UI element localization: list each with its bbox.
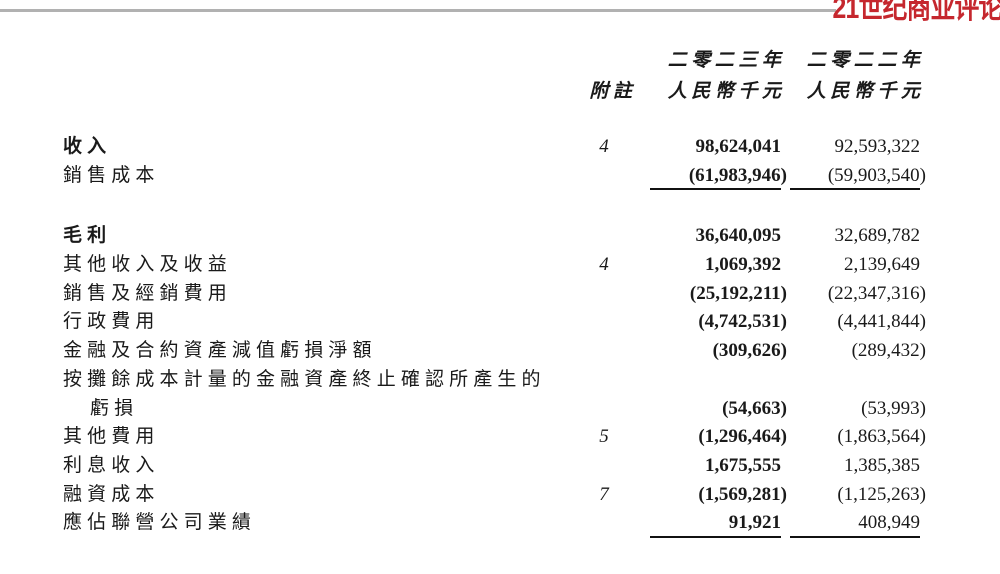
income-statement-table: 二零二三年 二零二二年 附註 人民幣千元 人民幣千元 收入 4 98,624,0… bbox=[63, 45, 926, 538]
row-label: 收入 bbox=[63, 136, 112, 157]
value-2022: (289,432) bbox=[851, 340, 926, 362]
table-row: 按攤餘成本計量的金融資產終止確認所產生的 bbox=[63, 366, 920, 395]
table-row: 利息收入 1,675,555 1,385,385 bbox=[63, 452, 920, 481]
row-note-ref: 7 bbox=[599, 483, 609, 505]
value-2022 bbox=[790, 190, 920, 222]
table-row: 融資成本 7 (1,569,281) (1,125,263) bbox=[63, 481, 926, 510]
row-note-ref bbox=[573, 509, 635, 538]
value-2022: 32,689,782 bbox=[834, 225, 921, 247]
row-label: 銷售及經銷費用 bbox=[63, 282, 232, 304]
value-2022: (59,903,540) bbox=[790, 162, 926, 191]
table-row: 其他費用 5 (1,296,464) (1,863,564) bbox=[63, 423, 926, 452]
value-2022: 2,139,649 bbox=[844, 254, 920, 276]
header-currency-2023: 人民幣千元 bbox=[667, 81, 786, 102]
value-2022: (1,125,263) bbox=[837, 483, 926, 505]
value-2023: 36,640,095 bbox=[695, 225, 782, 247]
value-2023: 91,921 bbox=[650, 509, 781, 538]
header-notes-column: 附註 bbox=[589, 81, 637, 102]
row-label: 融資成本 bbox=[63, 483, 160, 505]
row-note-ref bbox=[573, 280, 635, 309]
value-2022: (4,441,844) bbox=[837, 311, 926, 333]
table-row: 銷售及經銷費用 (25,192,211) (22,347,316) bbox=[63, 280, 926, 309]
value-2022: 1,385,385 bbox=[844, 454, 920, 476]
row-label: 毛利 bbox=[63, 225, 112, 247]
row-note-ref bbox=[573, 162, 635, 191]
table-row: 毛利 36,640,095 32,689,782 bbox=[63, 222, 920, 251]
table-row: 行政費用 (4,742,531) (4,441,844) bbox=[63, 308, 926, 337]
header-currency-2022: 人民幣千元 bbox=[806, 81, 925, 102]
table-row: 應佔聯營公司業績 91,921 408,949 bbox=[63, 509, 920, 538]
table-row: 金融及合約資產減值虧損淨額 (309,626) (289,432) bbox=[63, 337, 926, 366]
row-label: 金融及合約資產減值虧損淨額 bbox=[63, 340, 377, 362]
table-header-row-1: 二零二三年 二零二二年 bbox=[63, 45, 920, 76]
row-note-ref bbox=[573, 222, 635, 251]
table-row: 銷售成本 (61,983,946) (59,903,540) bbox=[63, 162, 926, 191]
row-label: 其他費用 bbox=[63, 426, 160, 448]
row-note-ref bbox=[573, 190, 635, 222]
header-note-spacer bbox=[573, 45, 635, 76]
value-2023: 1,675,555 bbox=[705, 454, 781, 476]
publisher-logo-text: 21世纪商业评论 bbox=[832, 0, 1000, 25]
row-label: 利息收入 bbox=[63, 454, 160, 476]
publisher-logo: 21世纪商业评论 bbox=[832, 0, 1000, 25]
row-note-ref bbox=[573, 366, 635, 395]
row-label: 銷售成本 bbox=[63, 164, 160, 186]
row-note-ref: 5 bbox=[599, 426, 609, 448]
value-2022 bbox=[790, 366, 920, 395]
table-row: 虧損 (54,663) (53,993) bbox=[63, 395, 926, 424]
row-note-ref: 4 bbox=[599, 136, 609, 157]
row-label: 行政費用 bbox=[63, 311, 160, 333]
header-year-2022: 二零二二年 bbox=[806, 50, 925, 71]
value-2022: 92,593,322 bbox=[834, 136, 921, 157]
header-year-2023: 二零二三年 bbox=[667, 50, 786, 71]
header-label-spacer bbox=[63, 76, 573, 107]
table-header-row-2: 附註 人民幣千元 人民幣千元 bbox=[63, 76, 920, 107]
header-label-spacer bbox=[63, 45, 573, 76]
row-note-ref bbox=[573, 452, 635, 481]
value-2023: (4,742,531) bbox=[698, 311, 787, 333]
header-divider-line bbox=[0, 9, 836, 12]
value-2023 bbox=[650, 366, 781, 395]
value-2023: (25,192,211) bbox=[689, 282, 787, 304]
value-2023: (1,569,281) bbox=[698, 483, 787, 505]
value-2023: (61,983,946) bbox=[650, 162, 787, 191]
row-label bbox=[63, 190, 573, 222]
row-note-ref bbox=[573, 308, 635, 337]
value-2023: 98,624,041 bbox=[695, 136, 782, 157]
table-row: 收入 4 98,624,041 92,593,322 bbox=[63, 133, 920, 162]
row-note-ref bbox=[573, 337, 635, 366]
table-body: 收入 4 98,624,041 92,593,322 銷售成本 (61,983,… bbox=[63, 133, 926, 538]
row-note-ref bbox=[573, 395, 635, 424]
row-note-ref: 4 bbox=[599, 254, 609, 276]
row-label: 按攤餘成本計量的金融資產終止確認所產生的 bbox=[63, 368, 546, 390]
value-2023: (309,626) bbox=[712, 340, 787, 362]
row-label: 應佔聯營公司業績 bbox=[63, 512, 257, 534]
value-2023: (54,663) bbox=[722, 397, 787, 419]
value-2022: (1,863,564) bbox=[837, 426, 926, 448]
value-2023: 1,069,392 bbox=[705, 254, 781, 276]
row-label: 其他收入及收益 bbox=[63, 254, 232, 276]
value-2022: 408,949 bbox=[790, 509, 920, 538]
value-2022: (53,993) bbox=[861, 397, 926, 419]
spacer-row bbox=[63, 190, 920, 222]
value-2022: (22,347,316) bbox=[827, 282, 926, 304]
value-2023: (1,296,464) bbox=[698, 426, 787, 448]
table-row: 其他收入及收益 4 1,069,392 2,139,649 bbox=[63, 251, 920, 280]
value-2023 bbox=[650, 190, 781, 222]
row-label: 虧損 bbox=[90, 397, 139, 419]
